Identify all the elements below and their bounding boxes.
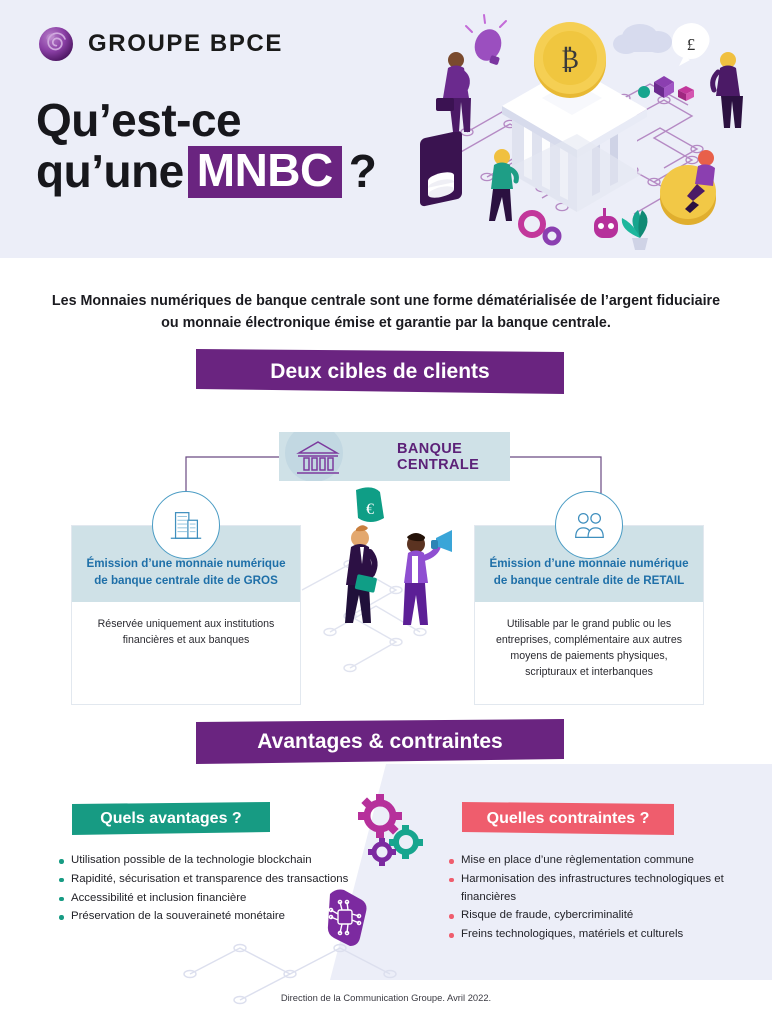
mnbc-highlight: MNBC — [187, 145, 342, 198]
central-bank-box: BANQUE CENTRALE — [279, 432, 510, 481]
robot-icon — [594, 208, 618, 238]
list-item: Utilisation possible de la technologie b… — [58, 852, 358, 870]
plant-icon — [621, 210, 648, 250]
isometric-bank-blockchain-illustration: ₿ £ — [420, 14, 743, 250]
lightbulb-icon — [465, 14, 507, 65]
title-line-2-prefix: qu’une — [36, 144, 184, 197]
section-ribbon-pros-cons: Avantages & contraintes — [196, 719, 564, 764]
lower-background-panel — [330, 764, 772, 980]
pros-tag: Quels avantages ? — [72, 802, 270, 835]
svg-text:£: £ — [687, 35, 696, 54]
svg-text:₿: ₿ — [561, 45, 579, 74]
list-item: Mise en place d’une règlementation commu… — [448, 852, 748, 870]
list-item: Freins technologiques, matériels et cult… — [448, 926, 748, 944]
blockchain-cubes-icon — [638, 76, 694, 101]
cons-list: Mise en place d’une règlementation commu… — [448, 852, 748, 945]
pros-cons-section: Quels avantages ? Quelles contraintes ? … — [0, 764, 772, 1024]
title-line-2-suffix: ? — [348, 144, 377, 197]
person-woman-megaphone-icon — [403, 530, 452, 625]
person-businessman-briefcase-icon — [345, 525, 378, 623]
two-people-icon — [555, 491, 623, 559]
svg-text:€: € — [366, 501, 374, 518]
branch-body: Utilisable par le grand public ou les en… — [495, 617, 683, 678]
microchip-icon — [327, 889, 367, 946]
currency-speech-bubble-icon: £ — [672, 23, 710, 66]
hero-header: GROUPE BPCE Qu’est-ce qu’une MNBC ? — [0, 0, 772, 258]
person-businessman-icon — [436, 52, 471, 132]
office-buildings-icon — [152, 491, 220, 559]
list-item: Préservation de la souveraineté monétair… — [58, 908, 358, 926]
branch-heading: Émission d’une monnaie numérique de banq… — [475, 526, 703, 602]
targets-diagram: BANQUE CENTRALE Émission d’une monnaie n — [0, 412, 772, 705]
branch-card-gros: Émission d’une monnaie numérique de banq… — [71, 491, 301, 705]
teal-currency-badge-icon: € — [356, 487, 384, 522]
person-woman-on-coin-icon — [660, 150, 716, 225]
list-item: Risque de fraude, cybercriminalité — [448, 907, 748, 925]
title-line-1: Qu’est-ce — [36, 94, 242, 146]
bank-building-icon — [502, 66, 647, 212]
list-item: Accessibilité et inclusion financière — [58, 890, 358, 908]
branch-body: Réservée uniquement aux institutions fin… — [97, 617, 275, 646]
brand-logo: GROUPE BPCE — [36, 24, 283, 64]
gears-icon — [358, 794, 423, 866]
gears-icon — [518, 210, 562, 246]
title-line-2: qu’une MNBC ? — [36, 144, 377, 198]
branch-card-retail: Émission d’une monnaie numérique de banq… — [474, 491, 704, 705]
person-man-walking-icon — [489, 149, 519, 221]
central-bank-label: BANQUE CENTRALE — [397, 440, 480, 473]
page-title: Qu’est-ce qu’une MNBC ? — [36, 94, 377, 198]
circuit-trace-icon — [183, 943, 397, 1005]
pros-list: Utilisation possible de la technologie b… — [58, 852, 358, 927]
brand-name: GROUPE BPCE — [88, 30, 283, 57]
section-ribbon-targets: Deux cibles de clients — [196, 349, 564, 394]
cloud-icon — [613, 24, 672, 54]
intro-text: Les Monnaies numériques de banque centra… — [51, 293, 721, 332]
list-item: Rapidité, sécurisation et transparence d… — [58, 871, 358, 889]
cons-tag: Quelles contraintes ? — [462, 802, 674, 835]
list-item: Harmonisation des infrastructures techno… — [448, 871, 748, 907]
bitcoin-coin-icon: ₿ — [534, 22, 606, 98]
tablet-database-icon — [420, 131, 462, 207]
bank-columns-icon — [295, 437, 341, 477]
middle-people-illustration: € — [301, 487, 452, 673]
footer-credit: Direction de la Communication Groupe. Av… — [280, 992, 492, 1003]
person-woman-standing-icon — [710, 52, 743, 128]
bpce-swirl-logo-icon — [39, 27, 73, 61]
